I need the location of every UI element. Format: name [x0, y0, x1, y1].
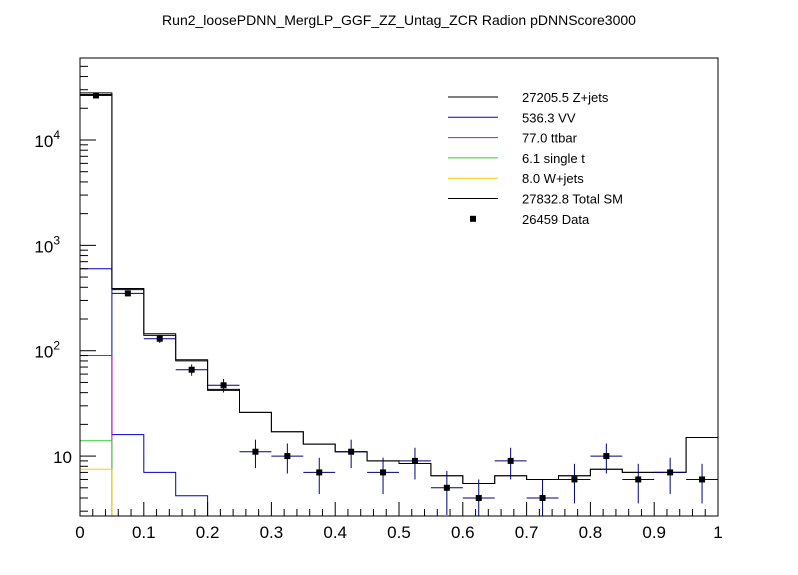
- legend-label: 77.0 ttbar: [522, 131, 578, 146]
- x-tick-label: 0.8: [579, 523, 603, 542]
- histogram-total-sm: [79, 92, 719, 516]
- legend-entry-total-sm: 27832.8 Total SM: [448, 192, 623, 207]
- chart-title: Run2_loosePDNN_MergLP_GGF_ZZ_Untag_ZCR R…: [162, 12, 636, 28]
- y-tick-label: 104: [34, 128, 60, 151]
- x-tick-label: 0.6: [451, 523, 475, 542]
- y-tick-label: 10: [53, 448, 72, 467]
- x-tick-label: 0.9: [642, 523, 666, 542]
- data-point: [207, 379, 240, 393]
- data-point: [303, 457, 336, 495]
- data-point: [271, 443, 304, 474]
- data-point: [654, 457, 687, 495]
- data-point: [143, 334, 176, 343]
- y-tick-label: 103: [34, 233, 60, 256]
- y-tick-label: 102: [34, 339, 60, 362]
- data-point: [558, 463, 591, 504]
- data-point: [590, 443, 623, 474]
- data-point: [239, 439, 272, 469]
- legend-label: 8.0 W+jets: [522, 171, 584, 186]
- data-point: [526, 479, 559, 516]
- data-point: [367, 457, 399, 495]
- data-point: [622, 463, 655, 504]
- legend-label: 27832.8 Total SM: [522, 192, 623, 207]
- legend-entry-w-jets: 8.0 W+jets: [448, 171, 584, 186]
- legend-entry-z-jets: 27205.5 Z+jets: [448, 90, 609, 105]
- legend-label: 536.3 VV: [522, 110, 576, 125]
- legend-label: 26459 Data: [522, 212, 590, 227]
- legend-entry-data: 26459 Data: [470, 212, 590, 227]
- x-tick-label: 0.1: [132, 523, 156, 542]
- x-tick-label: 0.2: [196, 523, 220, 542]
- x-tick-label: 0: [75, 523, 84, 542]
- data-point: [175, 364, 208, 376]
- x-tick-label: 0.5: [387, 523, 411, 542]
- x-tick-label: 0.3: [260, 523, 284, 542]
- histogram-z-jets: [79, 94, 719, 516]
- data-point: [111, 290, 144, 297]
- legend-label: 6.1 single t: [522, 151, 585, 166]
- x-tick-label: 0.7: [515, 523, 539, 542]
- data-point: [494, 447, 527, 480]
- data-point: [80, 92, 112, 99]
- legend-label: 27205.5 Z+jets: [522, 90, 609, 105]
- histogram-vv: [79, 268, 718, 517]
- x-tick-label: 1: [713, 523, 722, 542]
- data-point: [399, 447, 431, 480]
- plot-frame: [79, 57, 719, 517]
- legend-entry-single-t: 6.1 single t: [448, 151, 585, 166]
- data-point: [430, 470, 463, 515]
- legend-entry-ttbar: 77.0 ttbar: [448, 131, 578, 146]
- data-point: [686, 463, 718, 504]
- legend-entry-vv: 536.3 VV: [448, 110, 576, 125]
- data-point: [462, 479, 495, 516]
- x-tick-label: 0.4: [323, 523, 347, 542]
- data-point: [335, 439, 368, 469]
